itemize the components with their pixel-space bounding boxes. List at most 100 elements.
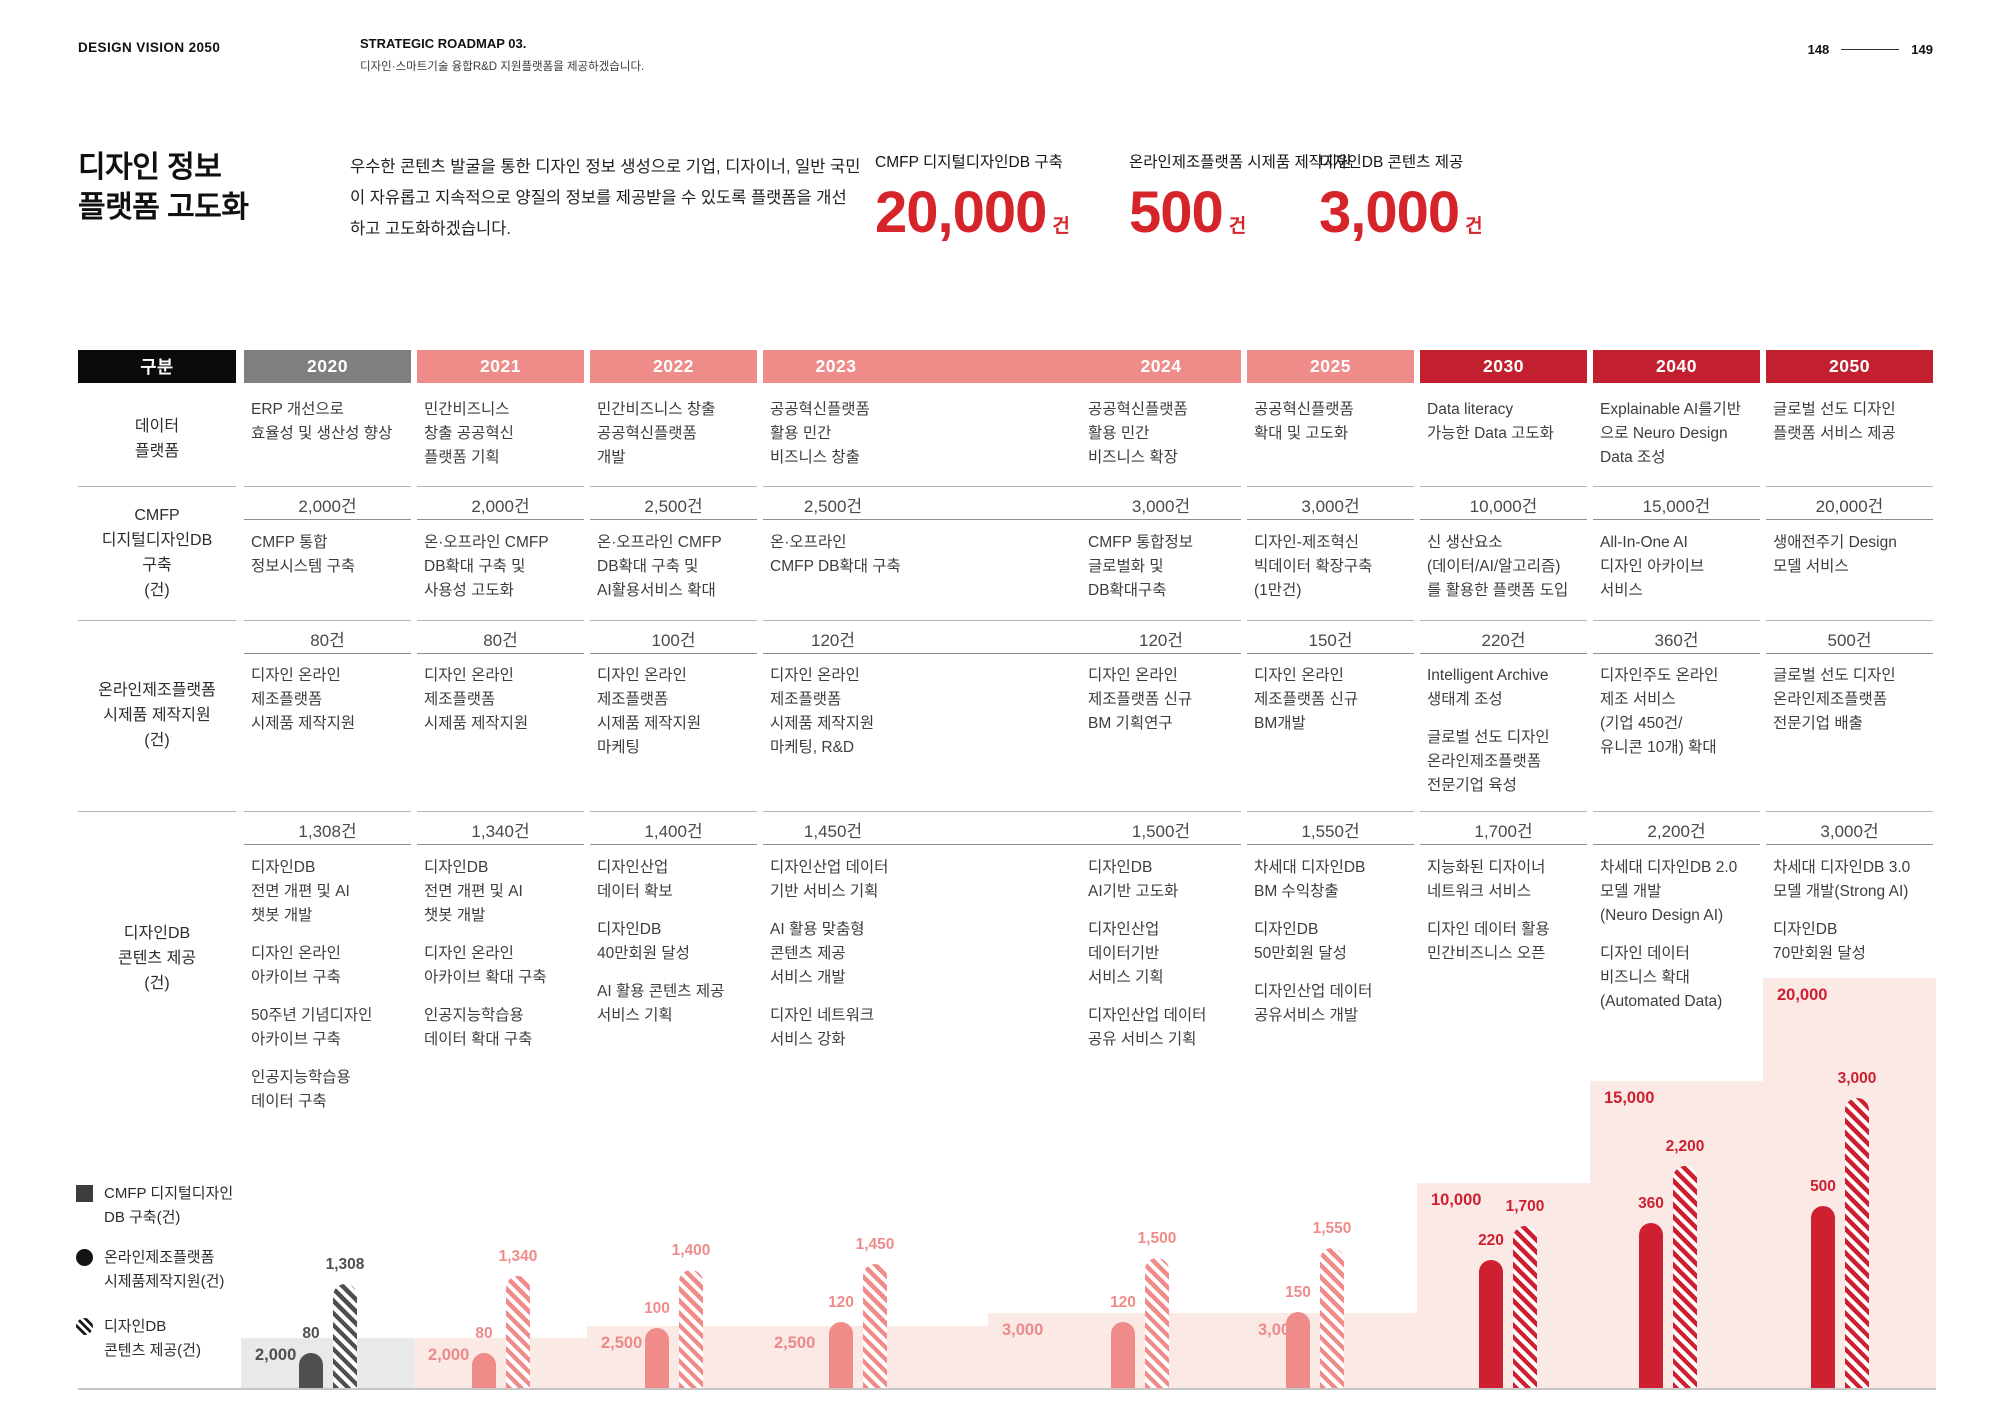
year-header-cell-2020: 2020 xyxy=(244,350,411,383)
chart-bar-solid-2040 xyxy=(1639,1223,1663,1388)
step-value-label: 2,000 xyxy=(255,1346,297,1364)
value-underline xyxy=(244,844,411,845)
value-cell: 1,308건 xyxy=(298,822,357,841)
cell-paragraph: 디자인DB 70만회원 달성 xyxy=(1773,921,1866,962)
page-description: 우수한 콘텐츠 발굴을 통한 디자인 정보 생성으로 기업, 디자이너, 일반 … xyxy=(350,158,861,238)
cell-paragraph: 인공지능학습용 데이터 확대 구축 xyxy=(424,1007,533,1048)
cell-paragraph: 글로벌 선도 디자인 온라인제조플랫폼 전문기업 육성 xyxy=(1427,729,1550,794)
step-value-label: 10,000 xyxy=(1431,1191,1482,1209)
row-divider xyxy=(1420,620,1587,621)
chart-bar-hatched-2020 xyxy=(333,1284,357,1388)
table-cell: 디자인 온라인 제조플랫폼 시제품 제작지원 xyxy=(251,664,411,736)
value-underline xyxy=(1420,844,1587,845)
step-value-label: 2,500 xyxy=(774,1334,816,1352)
chart-bar-hatched-2040 xyxy=(1673,1166,1697,1388)
table-cell: 디자인DB AI기반 고도화 디자인산업 데이터기반 서비스 기획 디자인산업 데이… xyxy=(1088,856,1241,1052)
cell-paragraph: 디자인 온라인 제조플랫폼 시제품 제작지원 마케팅, R&D xyxy=(770,667,875,756)
value-underline xyxy=(1420,519,1587,520)
table-cell: 온·오프라인 CMFP DB확대 구축 및 AI활용서비스 확대 xyxy=(597,531,757,603)
value-underline xyxy=(417,653,584,654)
table-cell: 디자인 온라인 제조플랫폼 시제품 제작지원 마케팅, R&D xyxy=(770,664,903,760)
chart-bar-hatched-2024 xyxy=(1145,1258,1169,1388)
value-cell: 3,000건 xyxy=(1131,497,1191,516)
row-divider xyxy=(244,620,411,621)
table-cell: 디자인주도 온라인 제조 서비스 (기업 450건/ 유니콘 10개) 확대 xyxy=(1600,664,1760,760)
legend-label: CMFP 디지털디자인 DB 구축(건) xyxy=(104,1185,234,1226)
table-cell: 디자인-제조혁신 빅데이터 확장구축 (1만건) xyxy=(1254,531,1414,603)
value-underline xyxy=(417,519,584,520)
table-cell: 디자인 온라인 제조플랫폼 신규 BM개발 xyxy=(1254,664,1414,736)
kpi-value: 20,000 xyxy=(875,180,1047,245)
table-cell: ERP 개선으로 효율성 및 생산성 향상 xyxy=(251,398,411,446)
row-label: 디자인DB 콘텐츠 제공 (건) xyxy=(117,924,197,992)
kpi-db-contents: 디자인DB 콘텐츠 제공 3,000 건 xyxy=(1319,150,1483,242)
value-cell: 120건 xyxy=(810,631,855,650)
bar-value-label: 1,500 xyxy=(1137,1230,1177,1247)
table-cell: 글로벌 선도 디자인 온라인제조플랫폼 전문기업 배출 xyxy=(1773,664,1933,736)
row-divider xyxy=(1766,620,1933,621)
value-underline xyxy=(1247,653,1414,654)
cell-paragraph: 공공혁신플랫폼 활용 민간 비즈니스 창출 xyxy=(770,401,870,466)
cell-paragraph: 디자인산업 데이터기반 서비스 기획 xyxy=(1088,921,1164,986)
row-label: 온라인제조플랫폼 시제품 제작지원 (건) xyxy=(98,682,216,749)
cell-paragraph: 디자인주도 온라인 제조 서비스 (기업 450건/ 유니콘 10개) 확대 xyxy=(1600,667,1719,756)
chart-step-2021 xyxy=(414,1338,587,1388)
chart-bar-hatched-2023 xyxy=(863,1264,887,1388)
year-header-cell-2024: 2024 xyxy=(991,350,1241,383)
value-cell: 1,550건 xyxy=(1301,822,1360,841)
value-cell: 150건 xyxy=(1308,631,1353,650)
cell-paragraph: Data literacy 가능한 Data 고도화 xyxy=(1427,401,1554,442)
row-divider xyxy=(1593,486,1760,487)
chart-bar-hatched-2025 xyxy=(1320,1248,1344,1388)
cell-paragraph: 인공지능학습용 데이터 구축 xyxy=(251,1069,351,1110)
legend-label: 온라인제조플랫폼 시제품제작지원(건) xyxy=(104,1249,225,1290)
cell-paragraph: CMFP 통합 정보시스템 구축 xyxy=(251,534,356,575)
legend-item: 온라인제조플랫폼 시제품제작지원(건) xyxy=(76,1246,296,1294)
chart-bar-solid-2025 xyxy=(1286,1312,1310,1388)
kpi-label: CMFP 디지털디자인DB 구축 xyxy=(875,154,1063,171)
page-title: 디자인 정보 플랫폼 고도화 xyxy=(78,151,249,224)
kpi-value: 500 xyxy=(1129,180,1224,245)
bar-value-label: 1,308 xyxy=(325,1256,365,1273)
bar-value-label: 80 xyxy=(302,1325,320,1342)
cell-paragraph: 디자인DB 40만회원 달성 xyxy=(597,921,690,962)
cell-paragraph: 공공혁신플랫폼 확대 및 고도화 xyxy=(1254,401,1354,442)
value-underline xyxy=(1593,653,1760,654)
bar-value-label: 1,450 xyxy=(855,1236,895,1253)
step-value-label: 3,000 xyxy=(1002,1321,1044,1339)
value-underline xyxy=(1766,844,1933,845)
year-header-cell-2022: 2022 xyxy=(590,350,757,383)
table-cell: 글로벌 선도 디자인 플랫폼 서비스 제공 xyxy=(1773,398,1933,446)
value-cell: 10,000건 xyxy=(1469,497,1538,516)
chart-bar-hatched-2021 xyxy=(506,1276,530,1388)
table-cell: 디자인 온라인 제조플랫폼 시제품 제작지원 xyxy=(424,664,584,736)
cell-paragraph: 디자인 온라인 제조플랫폼 시제품 제작지원 xyxy=(251,667,356,732)
cell-paragraph: 민간비즈니스 창출 공공혁신 플랫폼 기획 xyxy=(424,401,514,466)
cell-paragraph: 디자인 온라인 제조플랫폼 시제품 제작지원 마케팅 xyxy=(597,667,702,756)
table-cell: 온·오프라인 CMFP DB확대 구축 xyxy=(770,531,903,579)
row-divider xyxy=(763,486,1241,487)
value-underline xyxy=(1593,844,1760,845)
table-cell: Data literacy 가능한 Data 고도화 xyxy=(1427,398,1587,446)
value-cell: 2,000건 xyxy=(471,497,530,516)
roadmap-title: STRATEGIC ROADMAP 03. xyxy=(360,36,527,51)
row-divider xyxy=(244,811,411,812)
row-label: 데이터 플랫폼 xyxy=(134,418,180,460)
cell-paragraph: 디자인 온라인 아카이브 확대 구축 xyxy=(424,945,547,986)
cell-paragraph: 공공혁신플랫폼 활용 민간 비즈니스 확장 xyxy=(1088,401,1188,466)
step-value-label: 2,000 xyxy=(428,1346,470,1364)
kpi-cmfp-db: CMFP 디지털디자인DB 구축 20,000 건 xyxy=(875,150,1070,242)
cell-paragraph: 디자인-제조혁신 빅데이터 확장구축 (1만건) xyxy=(1254,534,1373,599)
bar-value-label: 1,400 xyxy=(671,1242,711,1259)
year-header-cell-2021: 2021 xyxy=(417,350,584,383)
kpi-unit: 건 xyxy=(1465,216,1483,237)
bar-value-label: 1,550 xyxy=(1312,1220,1352,1237)
year-header-cell-2030: 2030 xyxy=(1420,350,1587,383)
row-divider xyxy=(78,620,236,621)
table-cell: 신 생산요소 (데이터/AI/알고리즘) 를 활용한 플랫폼 도입 xyxy=(1427,531,1587,603)
step-value-label: 2,500 xyxy=(601,1334,643,1352)
value-cell: 120건 xyxy=(1138,631,1183,650)
cell-paragraph: 디자인산업 데이터 확보 xyxy=(597,859,673,900)
chart-bar-solid-2022 xyxy=(645,1328,669,1388)
value-cell: 1,700건 xyxy=(1474,822,1533,841)
